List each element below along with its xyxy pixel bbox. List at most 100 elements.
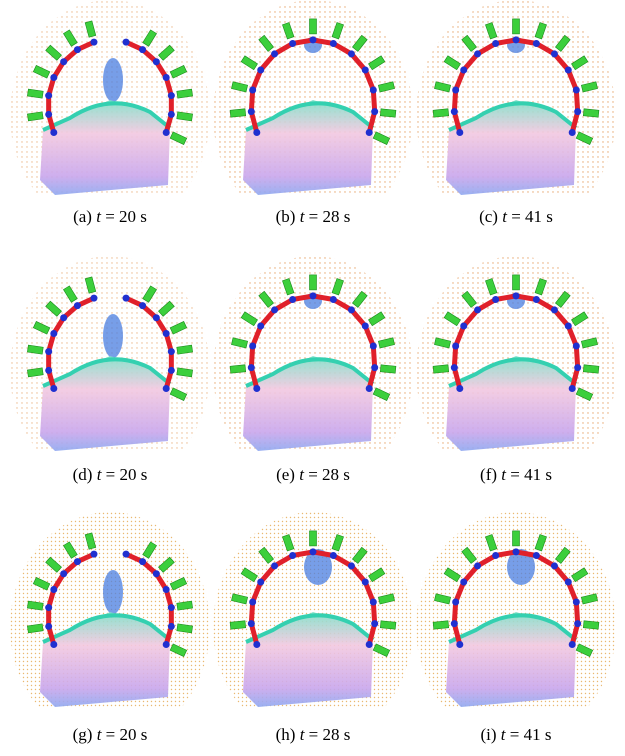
caption-variable: t bbox=[299, 465, 305, 484]
robot-joint bbox=[330, 296, 337, 303]
robot-joint bbox=[248, 620, 255, 627]
robot-joint bbox=[123, 551, 130, 558]
robot-joint bbox=[90, 551, 97, 558]
robot-joint bbox=[370, 342, 377, 349]
caption-variable: t bbox=[97, 465, 103, 484]
panel bbox=[10, 512, 210, 707]
caption: (a) t = 20 s bbox=[73, 207, 147, 226]
robot-joint bbox=[565, 67, 572, 74]
robot-joint bbox=[253, 641, 260, 648]
robot-sensor bbox=[513, 19, 520, 34]
robot-joint bbox=[45, 623, 52, 630]
caption: (h) t = 28 s bbox=[276, 725, 351, 744]
robot-joint bbox=[153, 570, 160, 577]
robot-joint bbox=[45, 367, 52, 374]
robot-sensor bbox=[230, 109, 246, 117]
robot-joint bbox=[533, 296, 540, 303]
robot-joint bbox=[371, 620, 378, 627]
robot-joint bbox=[90, 295, 97, 302]
robot-joint bbox=[60, 570, 67, 577]
robot-sensor bbox=[380, 109, 396, 117]
caption-value: = 28 s bbox=[308, 465, 350, 484]
robot-joint bbox=[139, 302, 146, 309]
robot-joint bbox=[474, 50, 481, 57]
robot-joint bbox=[249, 598, 256, 605]
robot-joint bbox=[565, 323, 572, 330]
caption-label: (c) bbox=[479, 207, 498, 226]
panel bbox=[416, 0, 616, 195]
caption-variable: t bbox=[300, 207, 306, 226]
robot-joint bbox=[348, 562, 355, 569]
robot-joint bbox=[50, 74, 57, 81]
robot-joint bbox=[474, 562, 481, 569]
robot-joint bbox=[249, 342, 256, 349]
robot-joint bbox=[330, 40, 337, 47]
caption-value: = 28 s bbox=[309, 207, 351, 226]
robot-joint bbox=[248, 364, 255, 371]
robot-joint bbox=[574, 620, 581, 627]
robot-joint bbox=[551, 562, 558, 569]
panel bbox=[416, 512, 616, 707]
caption-label: (g) bbox=[73, 725, 93, 744]
caption-variable: t bbox=[501, 725, 507, 744]
caption: (g) t = 20 s bbox=[73, 725, 148, 744]
robot-joint bbox=[451, 620, 458, 627]
robot-joint bbox=[123, 39, 130, 46]
panel bbox=[416, 256, 616, 451]
robot-joint bbox=[371, 364, 378, 371]
caption-label: (b) bbox=[276, 207, 296, 226]
caption: (c) t = 41 s bbox=[479, 207, 553, 226]
robot-joint bbox=[50, 586, 57, 593]
robot-joint bbox=[456, 385, 463, 392]
robot-joint bbox=[348, 50, 355, 57]
robot-joint bbox=[249, 86, 256, 93]
robot-sensor bbox=[310, 19, 317, 34]
robot-joint bbox=[551, 306, 558, 313]
panel bbox=[10, 256, 210, 451]
caption-label: (e) bbox=[276, 465, 295, 484]
robot-joint bbox=[533, 552, 540, 559]
caption-value: = 20 s bbox=[105, 207, 147, 226]
robot-joint bbox=[366, 129, 373, 136]
robot-sensor bbox=[433, 621, 449, 629]
robot-joint bbox=[153, 314, 160, 321]
robot-sensor bbox=[380, 365, 396, 373]
caption: (b) t = 28 s bbox=[276, 207, 351, 226]
robot-joint bbox=[74, 558, 81, 565]
robot-sensor bbox=[513, 275, 520, 290]
robot-joint bbox=[163, 330, 170, 337]
robot-joint bbox=[474, 306, 481, 313]
caption-value: = 28 s bbox=[309, 725, 351, 744]
robot-joint bbox=[163, 586, 170, 593]
caption-variable: t bbox=[501, 465, 507, 484]
robot-joint bbox=[362, 67, 369, 74]
robot-joint bbox=[163, 641, 170, 648]
robot-joint bbox=[573, 598, 580, 605]
robot-joint bbox=[460, 67, 467, 74]
robot-joint bbox=[460, 579, 467, 586]
robot-sensor bbox=[513, 531, 520, 546]
robot-joint bbox=[253, 385, 260, 392]
robot-joint bbox=[139, 46, 146, 53]
robot-joint bbox=[513, 292, 520, 299]
robot-joint bbox=[163, 129, 170, 136]
robot-joint bbox=[153, 58, 160, 65]
robot-joint bbox=[60, 58, 67, 65]
robot-joint bbox=[460, 323, 467, 330]
robot-joint bbox=[366, 385, 373, 392]
robot-joint bbox=[492, 296, 499, 303]
robot-joint bbox=[271, 306, 278, 313]
robot-joint bbox=[456, 641, 463, 648]
robot-joint bbox=[569, 385, 576, 392]
robot-joint bbox=[50, 385, 57, 392]
robot-joint bbox=[330, 552, 337, 559]
caption-value: = 41 s bbox=[511, 207, 553, 226]
robot-joint bbox=[168, 348, 175, 355]
caption-variable: t bbox=[300, 725, 306, 744]
robot-joint bbox=[271, 562, 278, 569]
panel bbox=[213, 256, 413, 451]
robot-joint bbox=[573, 342, 580, 349]
robot-joint bbox=[451, 108, 458, 115]
robot-sensor bbox=[583, 621, 599, 629]
robot-joint bbox=[257, 67, 264, 74]
